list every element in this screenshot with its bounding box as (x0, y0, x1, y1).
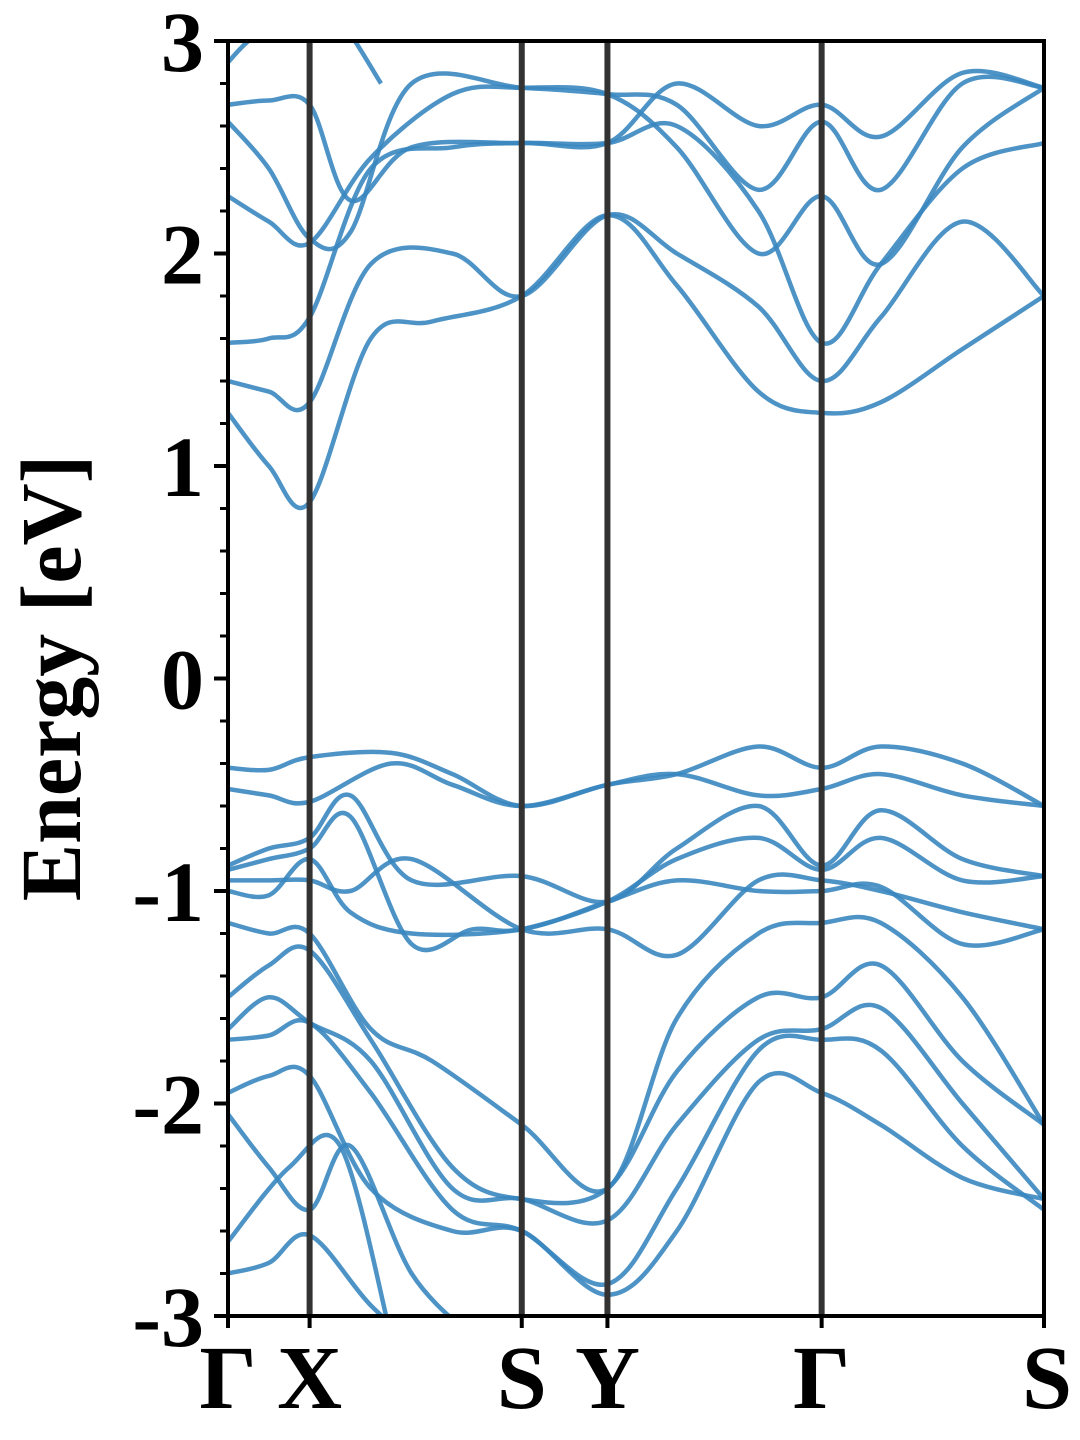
band-line-9 (228, 761, 1044, 809)
band-line-16 (228, 995, 1044, 1226)
kpoint-lines-layer (306, 41, 825, 1316)
band-line-4 (228, 84, 1044, 267)
band-line-19 (228, 1112, 453, 1316)
bands-layer (228, 41, 1044, 1316)
x-tick-label-S: S (497, 1329, 547, 1428)
band-line-18 (228, 1064, 1044, 1298)
band-line-20 (228, 1231, 386, 1316)
band-line-17 (228, 1018, 1044, 1287)
y-tick-label: -2 (132, 1057, 204, 1153)
y-axis-label: Energy [eV] (3, 455, 99, 902)
band-line-2 (228, 211, 1044, 413)
band-line-5 (228, 71, 1044, 252)
x-tick-label-Γ: Γ (793, 1329, 850, 1428)
x-tick-label-X: X (277, 1329, 342, 1428)
y-ticks-layer: -3 -2 -1 0 1 2 3 (132, 0, 228, 1365)
band-line-21 (228, 1132, 389, 1316)
band-line-15 (228, 944, 1044, 1206)
x-tick-label-Y: Y (575, 1329, 640, 1428)
y-tick-label: 1 (161, 419, 204, 515)
y-tick-label: 2 (161, 207, 204, 303)
x-tick-label-S: S (1022, 1329, 1072, 1428)
band-line-12 (228, 856, 1044, 959)
band-line-6 (228, 68, 1044, 204)
y-tick-label: 3 (161, 0, 204, 90)
y-tick-label: -1 (132, 844, 204, 940)
y-tick-label: 0 (161, 632, 204, 728)
x-tick-label-Γ: Γ (199, 1329, 256, 1428)
y-tick-label: -3 (132, 1269, 204, 1365)
